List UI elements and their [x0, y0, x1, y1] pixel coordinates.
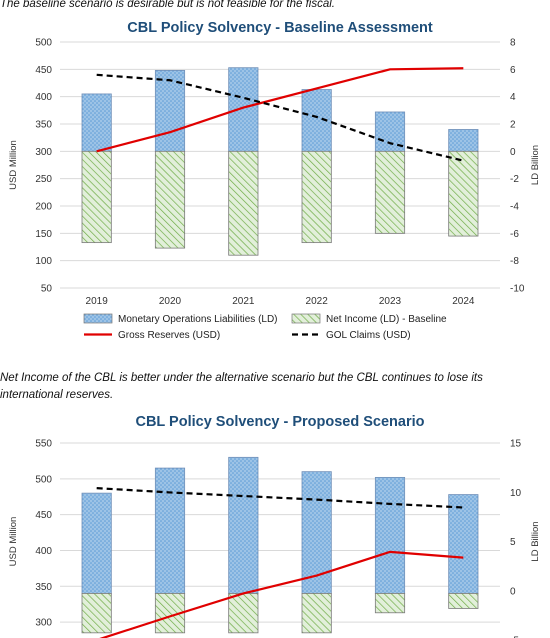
y-tick-label: 500	[35, 38, 52, 49]
line-gol-claims	[97, 75, 464, 161]
y2-axis-label: LD Billion	[530, 521, 541, 561]
bar-net-income	[229, 151, 258, 255]
bar-monetary	[229, 68, 258, 152]
bar-net-income	[449, 151, 478, 236]
y2-tick-label: -6	[510, 229, 519, 240]
legend-label: Net Income (LD) - Baseline	[326, 314, 447, 325]
caption-baseline: The baseline scenario is desirable but i…	[0, 0, 545, 13]
y-tick-label: 300	[35, 147, 52, 158]
y-axis-label: USD Million	[8, 517, 19, 567]
y2-tick-label: -4	[510, 202, 519, 213]
bar-net-income	[302, 151, 331, 242]
bar-net-income	[155, 151, 184, 248]
line-gross-reserves	[97, 552, 464, 638]
y2-tick-label: 6	[510, 65, 516, 76]
bar-monetary	[82, 94, 111, 151]
y-tick-label: 250	[35, 174, 52, 185]
bar-monetary	[155, 468, 184, 593]
legend-label: GOL Claims (USD)	[326, 330, 411, 341]
y2-tick-label: -10	[510, 284, 525, 295]
x-tick-label: 2019	[86, 296, 109, 307]
y2-tick-label: 5	[510, 537, 516, 548]
y-tick-label: 50	[41, 284, 53, 295]
y2-tick-label: 15	[510, 439, 522, 450]
y-tick-label: 150	[35, 229, 52, 240]
bar-net-income	[82, 593, 111, 632]
bar-monetary	[375, 477, 404, 593]
x-tick-label: 2020	[159, 296, 182, 307]
legend-label: Monetary Operations Liabilities (LD)	[118, 314, 278, 325]
bar-net-income	[82, 151, 111, 242]
y2-tick-label: 8	[510, 38, 516, 49]
line-gol-claims	[97, 488, 464, 507]
bar-net-income	[375, 151, 404, 233]
y-tick-label: 350	[35, 582, 52, 593]
bar-net-income	[229, 593, 258, 632]
y-tick-label: 550	[35, 439, 52, 450]
y-tick-label: 450	[35, 510, 52, 521]
x-tick-label: 2021	[232, 296, 255, 307]
y2-tick-label: -2	[510, 174, 519, 185]
y-tick-label: 100	[35, 256, 52, 267]
x-tick-label: 2022	[306, 296, 329, 307]
proposed-chart: CBL Policy Solvency - Proposed Scenario 3…	[0, 408, 550, 638]
y2-tick-label: 0	[510, 147, 516, 158]
caption-proposed: Net Income of the CBL is better under th…	[0, 370, 540, 404]
legend-label: Gross Reserves (USD)	[118, 330, 220, 341]
y-tick-label: 500	[35, 474, 52, 485]
chart-title: CBL Policy Solvency - Proposed Scenario	[135, 414, 424, 430]
y2-tick-label: 10	[510, 488, 522, 499]
bar-monetary	[82, 493, 111, 593]
bar-net-income	[375, 593, 404, 612]
x-tick-label: 2023	[379, 296, 402, 307]
bar-net-income	[449, 593, 478, 608]
y-tick-label: 400	[35, 546, 52, 557]
bar-monetary	[449, 129, 478, 151]
y2-tick-label: 2	[510, 120, 516, 131]
legend-swatch	[292, 314, 320, 323]
y-tick-label: 400	[35, 92, 52, 103]
line-gross-reserves	[97, 68, 464, 151]
baseline-chart: CBL Policy Solvency - Baseline Assessmen…	[0, 14, 550, 344]
y2-tick-label: -8	[510, 256, 519, 267]
y-tick-label: 450	[35, 65, 52, 76]
y2-tick-label: 4	[510, 92, 516, 103]
y-axis-label: USD Million	[8, 140, 19, 190]
chart-title: CBL Policy Solvency - Baseline Assessmen…	[127, 20, 433, 36]
legend-swatch	[84, 314, 112, 323]
y2-axis-label: LD Billion	[530, 145, 541, 185]
y-tick-label: 200	[35, 202, 52, 213]
y-tick-label: 350	[35, 120, 52, 131]
bar-monetary	[229, 457, 258, 593]
bar-net-income	[302, 593, 331, 632]
bar-monetary	[449, 495, 478, 594]
x-tick-label: 2024	[452, 296, 475, 307]
y2-tick-label: 0	[510, 586, 516, 597]
y-tick-label: 300	[35, 618, 52, 629]
